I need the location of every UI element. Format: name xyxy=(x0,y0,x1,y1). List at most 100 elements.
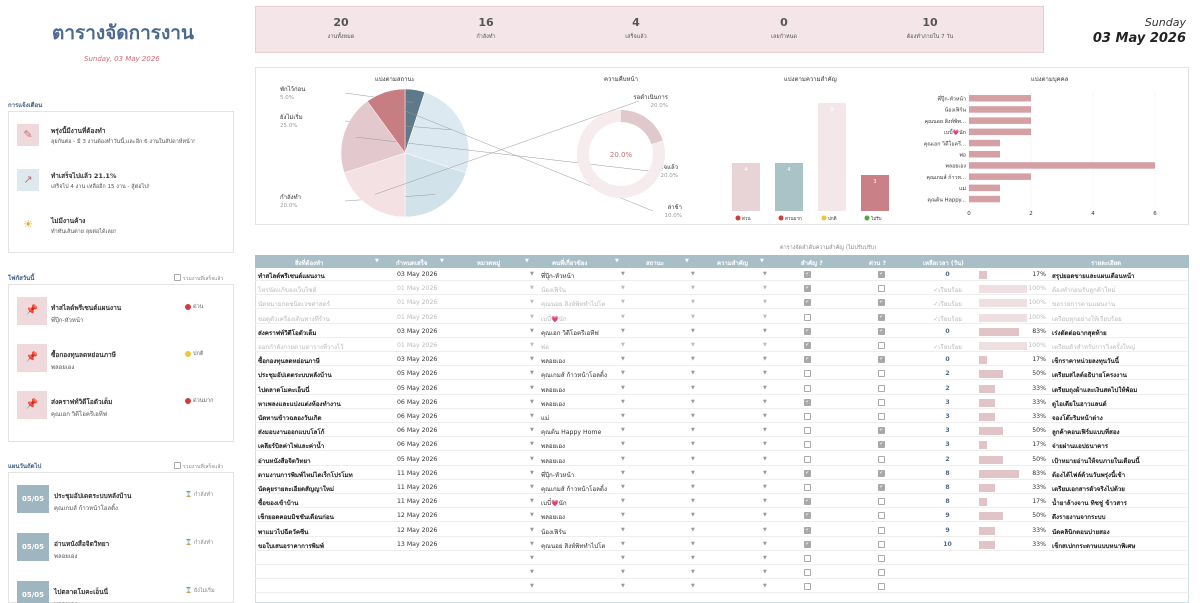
urgent-checkbox[interactable] xyxy=(878,356,885,364)
task-note[interactable]: เตรียมเอกสารตัวจริงไปด้วย xyxy=(1052,486,1125,493)
dropdown-arrow[interactable]: ▼ xyxy=(530,313,534,320)
due-date[interactable]: 06 May 2026 xyxy=(397,441,438,449)
person-cell[interactable]: พลอยเอง xyxy=(541,358,566,366)
person-cell[interactable]: พลอยเอง xyxy=(541,514,566,522)
dropdown-arrow[interactable]: ▼ xyxy=(530,342,534,348)
dropdown-arrow[interactable]: ▼ xyxy=(621,313,625,320)
dropdown-arrow[interactable]: ▼ xyxy=(691,498,695,505)
table-row[interactable]: นัดคุยรายละเอียดสัญญาใหม่ 11 May 2026 ▼ คุณ… xyxy=(255,481,1189,494)
dropdown-arrow[interactable]: ▼ xyxy=(763,342,767,348)
table-row[interactable]: เช็กยอดคอมมิชชันเดือนก่อน 12 May 2026 ▼ พลอ… xyxy=(255,509,1189,523)
important-checkbox[interactable] xyxy=(804,498,811,506)
urgent-checkbox[interactable] xyxy=(878,413,885,420)
dropdown-arrow[interactable]: ▼ xyxy=(621,526,625,533)
task-note[interactable]: เป้าหมายอ่านให้จบภายในเดือนนี้ xyxy=(1052,457,1140,465)
task-note[interactable]: ขอรายการตามแผนงาน xyxy=(1052,301,1116,309)
task-name[interactable]: อ่านหนังสือจิตวิทยา xyxy=(258,457,311,465)
dropdown-arrow[interactable]: ▼ xyxy=(530,512,534,519)
table-row[interactable]: ส่งคราฟท์วิดีโอตัวเต็ม03 May 2026งาน▼คุณ… xyxy=(255,325,1189,338)
dropdown-arrow[interactable]: ▼ xyxy=(691,285,695,292)
important-checkbox[interactable] xyxy=(804,271,811,278)
important-checkbox[interactable] xyxy=(804,342,811,349)
task-name[interactable]: ซื้อของเข้าบ้าน xyxy=(258,500,299,508)
person-cell[interactable]: พลอยเอง xyxy=(541,386,566,394)
upcoming-task-title[interactable]: ไปตลาดโมคะเอ็นนี่ xyxy=(54,588,109,596)
column-header[interactable]: หมวดหมู่ xyxy=(477,260,501,267)
due-date[interactable]: 11 May 2026 xyxy=(397,498,438,506)
dropdown-arrow[interactable]: ▼ xyxy=(691,555,695,561)
urgent-checkbox[interactable] xyxy=(878,427,885,435)
dropdown-arrow[interactable]: ▼ xyxy=(530,413,534,419)
urgent-checkbox[interactable] xyxy=(878,271,885,278)
important-checkbox[interactable] xyxy=(804,540,811,548)
important-checkbox[interactable] xyxy=(804,427,811,435)
table-row[interactable]: ไปตลาดโมคะเอ็นนี่05 May 2026▼พลอยเอง▼ยัง… xyxy=(255,382,1189,395)
dropdown-arrow[interactable]: ▼ xyxy=(763,569,767,576)
task-name[interactable]: ส่งมอบงานออกแบบโลโก้ xyxy=(258,429,325,437)
person-cell[interactable]: คุณเกมส์ ก้าวหน้าโฮลดิ้ง xyxy=(541,372,607,380)
dropdown-arrow[interactable]: ▼ xyxy=(530,498,534,505)
dropdown-arrow[interactable]: ▼ xyxy=(530,484,534,490)
empty-table-row[interactable]: ▼ ▼ ▼ ▼ xyxy=(255,580,1189,594)
dropdown-arrow[interactable]: ▼ xyxy=(530,441,534,448)
dropdown-arrow[interactable]: ▼ xyxy=(691,427,695,434)
important-checkbox[interactable] xyxy=(804,384,811,392)
task-name[interactable]: ตามงานการพิมพ์ไหม่ไดเร็กโปรโมท xyxy=(258,471,353,479)
task-note[interactable]: สรุปยอดขายและแผนเดือนหน้า xyxy=(1052,273,1135,280)
table-row[interactable]: ตามงานการพิมพ์ไหม่ไดเร็กโปรโมท 11 May 202… xyxy=(255,467,1189,480)
urgent-checkbox[interactable] xyxy=(878,569,885,577)
due-date[interactable]: 03 May 2026 xyxy=(397,356,438,364)
dropdown-arrow[interactable]: ▼ xyxy=(621,583,625,590)
important-checkbox[interactable] xyxy=(804,569,811,577)
dropdown-arrow[interactable]: ▼ xyxy=(530,583,534,590)
dropdown-arrow[interactable]: ▼ xyxy=(763,384,767,391)
task-note[interactable]: เตรียมสไลด์อธิบายโครงงาน xyxy=(1052,372,1127,380)
task-name[interactable]: ขอใบเสนอราคาการพิมพ์ xyxy=(258,542,324,550)
checkbox[interactable] xyxy=(174,462,181,469)
due-date[interactable]: 01 May 2026 xyxy=(397,285,438,293)
empty-table-row[interactable]: ▼ ▼ ▼ ▼ xyxy=(255,566,1189,580)
column-header[interactable]: สำคัญ ? xyxy=(801,260,823,267)
task-name[interactable]: นัดคุยรายละเอียดสัญญาใหม่ xyxy=(258,486,334,493)
dropdown-arrow[interactable]: ▼ xyxy=(763,441,767,448)
dropdown-arrow[interactable]: ▼ xyxy=(621,540,625,547)
task-name[interactable]: ขอดูตัวเครื่องเดินทางที่ร้าน xyxy=(258,315,330,323)
task-note[interactable]: น้ำยาล้างจาน ทิชชู่ ข้าวสาร xyxy=(1052,500,1127,508)
dropdown-arrow[interactable]: ▼ xyxy=(530,356,534,363)
important-checkbox[interactable] xyxy=(804,327,811,335)
dropdown-arrow[interactable]: ▼ xyxy=(530,327,534,334)
dropdown-arrow[interactable]: ▼ xyxy=(763,299,767,306)
task-note[interactable]: เตรียมตัวสำหรับการวิ่งครั้งใหญ่ xyxy=(1052,344,1136,351)
focus-task-title[interactable]: ทำสไลด์พรีเซนต์แผนงาน xyxy=(51,304,122,312)
dropdown-arrow[interactable]: ▼ xyxy=(530,555,534,561)
important-checkbox[interactable] xyxy=(804,313,811,321)
task-name[interactable]: ไปตลาดโมคะเอ็นนี่ xyxy=(258,386,310,394)
urgent-checkbox[interactable] xyxy=(878,285,885,293)
due-date[interactable]: 05 May 2026 xyxy=(397,455,438,463)
table-row[interactable]: หาเพลงและแบ่งแต่งห้องทำงาน 06 May 2026 ▼ พล… xyxy=(255,396,1189,409)
dropdown-arrow[interactable]: ▼ xyxy=(763,271,767,277)
table-row[interactable]: นัดทานข้าวฉลองวันเกิด06 May 2026▼แม่▼ยัง… xyxy=(255,410,1189,423)
due-date[interactable]: 12 May 2026 xyxy=(397,526,438,534)
urgent-checkbox[interactable] xyxy=(878,313,885,321)
due-date[interactable]: 03 May 2026 xyxy=(397,327,438,335)
table-row[interactable]: ซื้อกองทุนลดหย่อนภาษี 03 May 2026 ▼ พลอยเอง… xyxy=(255,353,1189,367)
task-name[interactable]: ส่งคราฟท์วิดีโอตัวเต็ม xyxy=(258,329,317,337)
dropdown-arrow[interactable]: ▼ xyxy=(530,384,534,391)
focus-task-title[interactable]: ส่งคราฟท์วิดีโอตัวเต็ม xyxy=(51,398,113,406)
dropdown-arrow[interactable]: ▼ xyxy=(621,413,625,419)
dropdown-arrow[interactable]: ▼ xyxy=(691,398,695,405)
dropdown-arrow[interactable]: ▼ xyxy=(763,356,767,363)
dropdown-arrow[interactable]: ▼ xyxy=(621,469,625,476)
filter-icon[interactable]: ▼ xyxy=(685,258,689,264)
dropdown-arrow[interactable]: ▼ xyxy=(691,370,695,377)
task-note[interactable]: นัดคลินิกตอนบ่ายสอง xyxy=(1052,528,1110,536)
dropdown-arrow[interactable]: ▼ xyxy=(691,356,695,363)
dropdown-arrow[interactable]: ▼ xyxy=(621,427,625,434)
dropdown-arrow[interactable]: ▼ xyxy=(691,299,695,306)
due-date[interactable]: 01 May 2026 xyxy=(397,299,438,307)
person-cell[interactable]: แม่ xyxy=(541,415,550,422)
urgent-checkbox[interactable] xyxy=(878,583,885,591)
dropdown-arrow[interactable]: ▼ xyxy=(691,569,695,576)
